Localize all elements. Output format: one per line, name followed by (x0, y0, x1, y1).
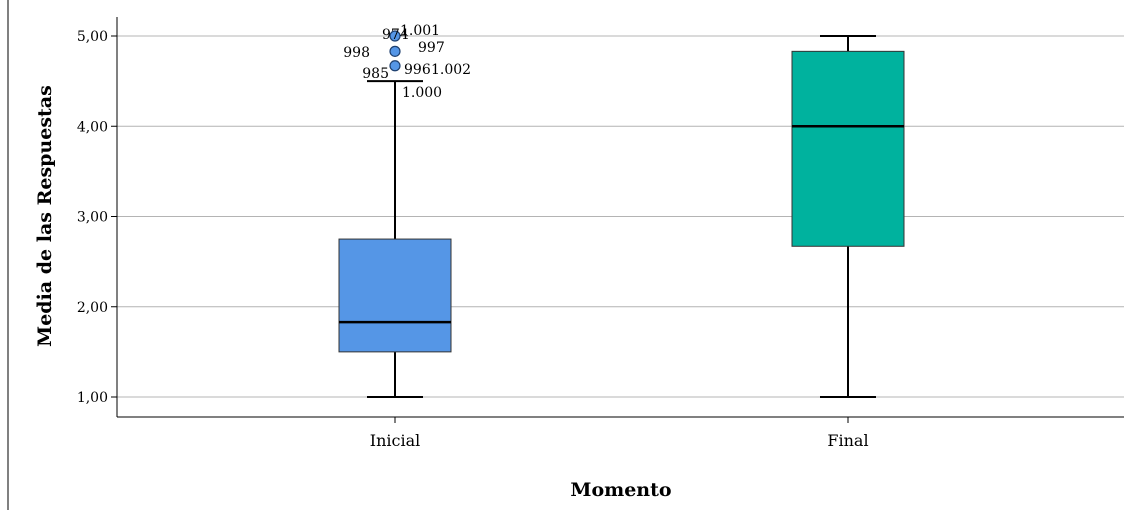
outlier-label: 1.002 (431, 62, 471, 78)
gridlines (117, 35, 1124, 398)
x-tick-label-inicial: Inicial (370, 431, 420, 450)
y-tick-label-3: 3,00 (77, 210, 108, 226)
outlier-label: 1.000 (402, 85, 442, 101)
box-inicial (338, 238, 452, 353)
y-tick-label-1: 1,00 (77, 390, 108, 406)
outlier-point (389, 45, 401, 57)
outlier-label: 974 (382, 27, 409, 43)
boxes (338, 35, 905, 398)
y-tick-label-4: 4,00 (77, 119, 108, 135)
x-axis: Inicial Final (370, 417, 869, 450)
outlier-label: 997 (418, 40, 445, 56)
x-axis-title: Momento (570, 479, 671, 501)
y-tick-label-2: 2,00 (77, 300, 108, 316)
outlier-point (389, 30, 401, 42)
box-final (791, 50, 905, 247)
outlier-label: 1.001 (400, 23, 440, 39)
outlier-label: 985 (362, 66, 389, 82)
plot-border (7, 0, 1124, 510)
y-axis-title: Media de las Respuestas (34, 85, 56, 347)
x-tick-label-final: Final (827, 431, 868, 450)
outlier-label: 998 (343, 45, 370, 61)
outlier-label: 996 (404, 62, 431, 78)
y-axis: 1,00 2,00 3,00 4,00 5,00 (77, 29, 117, 406)
y-tick-label-5: 5,00 (77, 29, 108, 45)
outlier-point (389, 60, 401, 72)
